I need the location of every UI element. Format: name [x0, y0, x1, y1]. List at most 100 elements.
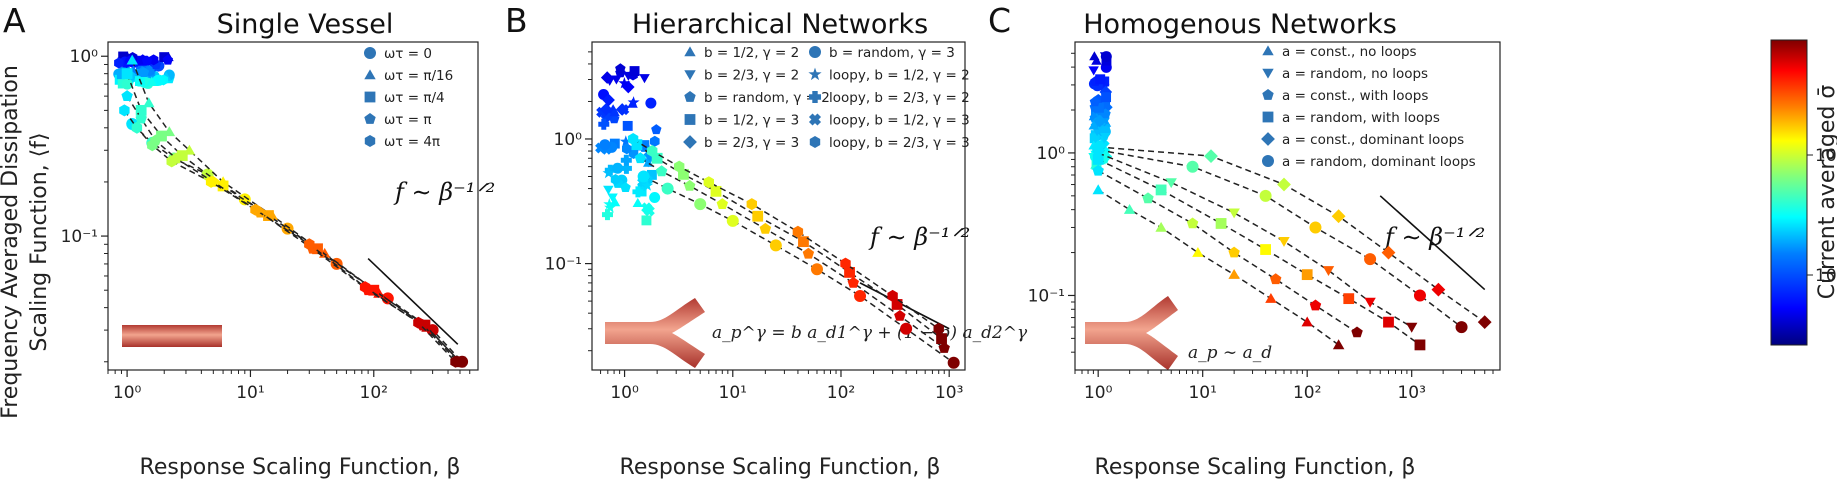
cluster-marker — [1094, 102, 1104, 113]
series-marker — [450, 355, 461, 368]
series-marker — [792, 225, 804, 238]
panel-c: C Homogenous Networks Response Scaling F… — [988, 1, 1415, 480]
legend-marker — [1262, 68, 1274, 79]
legend-label: loopy, b = 2/3, γ = 3 — [829, 135, 970, 151]
legend-label: ωτ = π/4 — [384, 90, 445, 106]
cluster-marker — [1100, 51, 1112, 63]
series-marker — [135, 104, 147, 116]
series-marker — [1092, 184, 1104, 195]
x-tick-label: 10¹ — [236, 383, 264, 403]
xlabel-c: Response Scaling Function, β — [1095, 455, 1416, 480]
legend-label: b = 1/2, γ = 2 — [704, 45, 799, 61]
legend-marker — [684, 70, 696, 81]
series-marker — [703, 176, 714, 189]
legend-label: a = random, dominant loops — [1282, 154, 1476, 170]
cluster-marker — [620, 162, 632, 174]
cluster-marker — [1095, 74, 1106, 85]
cluster-marker — [1091, 108, 1101, 119]
series-marker — [1431, 282, 1446, 297]
series-marker — [661, 182, 674, 195]
series-marker — [759, 222, 772, 234]
legend-label: loopy, b = 2/3, γ = 2 — [829, 90, 970, 106]
cluster-marker — [641, 215, 652, 226]
series-marker — [1265, 293, 1277, 303]
cluster-marker — [632, 186, 644, 198]
series-marker — [1301, 316, 1313, 327]
cluster-marker — [138, 67, 150, 77]
series-marker — [1322, 266, 1335, 276]
formula-b: a_p^γ = b a_d1^γ + (1 − b) a_d2^γ — [712, 323, 1028, 343]
series-marker — [1204, 149, 1218, 163]
panel-title-c: Homogenous Networks — [1083, 9, 1397, 40]
x-tick-label: 10¹ — [1188, 383, 1216, 403]
series-marker — [1142, 192, 1154, 204]
series-marker — [147, 139, 158, 152]
cluster-marker — [646, 169, 657, 180]
series-marker — [1165, 178, 1177, 189]
series-marker — [769, 239, 782, 252]
cluster-marker — [611, 75, 622, 85]
scaling-law-line — [367, 257, 459, 345]
cluster-marker — [1100, 133, 1111, 143]
series-marker — [1228, 208, 1240, 219]
series-marker — [1092, 154, 1104, 165]
legend-marker — [364, 135, 376, 147]
cluster-marker — [615, 63, 626, 74]
series-marker — [1413, 289, 1426, 302]
y-tick-label: 10⁰ — [1037, 144, 1066, 164]
cluster-marker — [162, 54, 173, 65]
colorbar-tick-0: 10⁰ — [1815, 266, 1837, 286]
formula-c: a_p ∼ a_d — [1188, 343, 1272, 363]
series-marker — [1414, 339, 1426, 351]
series-marker — [900, 322, 913, 335]
series-marker — [135, 112, 147, 124]
plot-frame — [1074, 41, 1501, 371]
series-line — [126, 73, 461, 363]
series-marker — [205, 175, 217, 188]
colorbar-tick-1: 10¹ — [1815, 146, 1837, 166]
cluster-marker — [602, 166, 615, 179]
series-marker — [1278, 237, 1290, 247]
series-marker — [938, 342, 950, 353]
cluster-marker — [610, 174, 621, 185]
cluster-marker — [114, 57, 124, 69]
cluster-marker — [609, 107, 620, 117]
legend-marker — [364, 47, 376, 59]
legend-marker — [364, 91, 376, 103]
y-tick-label: 10⁻¹ — [61, 227, 98, 247]
series-marker — [1228, 269, 1240, 279]
scaling-law-label: f ∼ β⁻¹ᐟ² — [393, 178, 495, 206]
cluster-marker — [121, 78, 133, 90]
series-marker — [1215, 218, 1227, 229]
series-marker — [637, 170, 650, 183]
series-marker — [634, 152, 647, 164]
legend-label: a = const., no loops — [1282, 44, 1417, 60]
scaling-law-label: f ∼ β⁻¹ᐟ² — [1383, 223, 1485, 251]
cluster-marker — [1089, 51, 1100, 61]
legend-label: a = random, with loops — [1282, 110, 1440, 126]
legend-label: b = 2/3, γ = 2 — [704, 68, 799, 84]
legend-label: a = const., with loops — [1282, 88, 1428, 104]
series-marker — [674, 160, 685, 173]
bifurcating-vessel-inset-b — [605, 298, 705, 368]
scaling-law-label: f ∼ β⁻¹ᐟ² — [868, 223, 970, 251]
legend-marker — [808, 113, 822, 126]
series-marker — [1343, 293, 1355, 305]
series-marker — [1091, 140, 1106, 154]
series-marker — [1381, 245, 1396, 260]
series-marker — [126, 54, 138, 65]
cluster-marker — [639, 140, 650, 151]
y-tick-label: 10⁻¹ — [545, 255, 582, 275]
cluster-marker — [598, 118, 610, 130]
series-marker — [413, 316, 424, 329]
cluster-marker — [650, 135, 660, 147]
panel-b: B Hierarchical Networks Response Scaling… — [505, 1, 1028, 480]
series-marker — [304, 238, 315, 251]
series-marker — [647, 145, 658, 157]
series-marker — [1331, 209, 1346, 224]
series-marker — [359, 281, 371, 294]
cluster-marker — [622, 120, 633, 131]
legend-label: ωτ = π/16 — [384, 68, 453, 84]
series-line — [123, 109, 457, 363]
cluster-marker — [620, 154, 632, 166]
